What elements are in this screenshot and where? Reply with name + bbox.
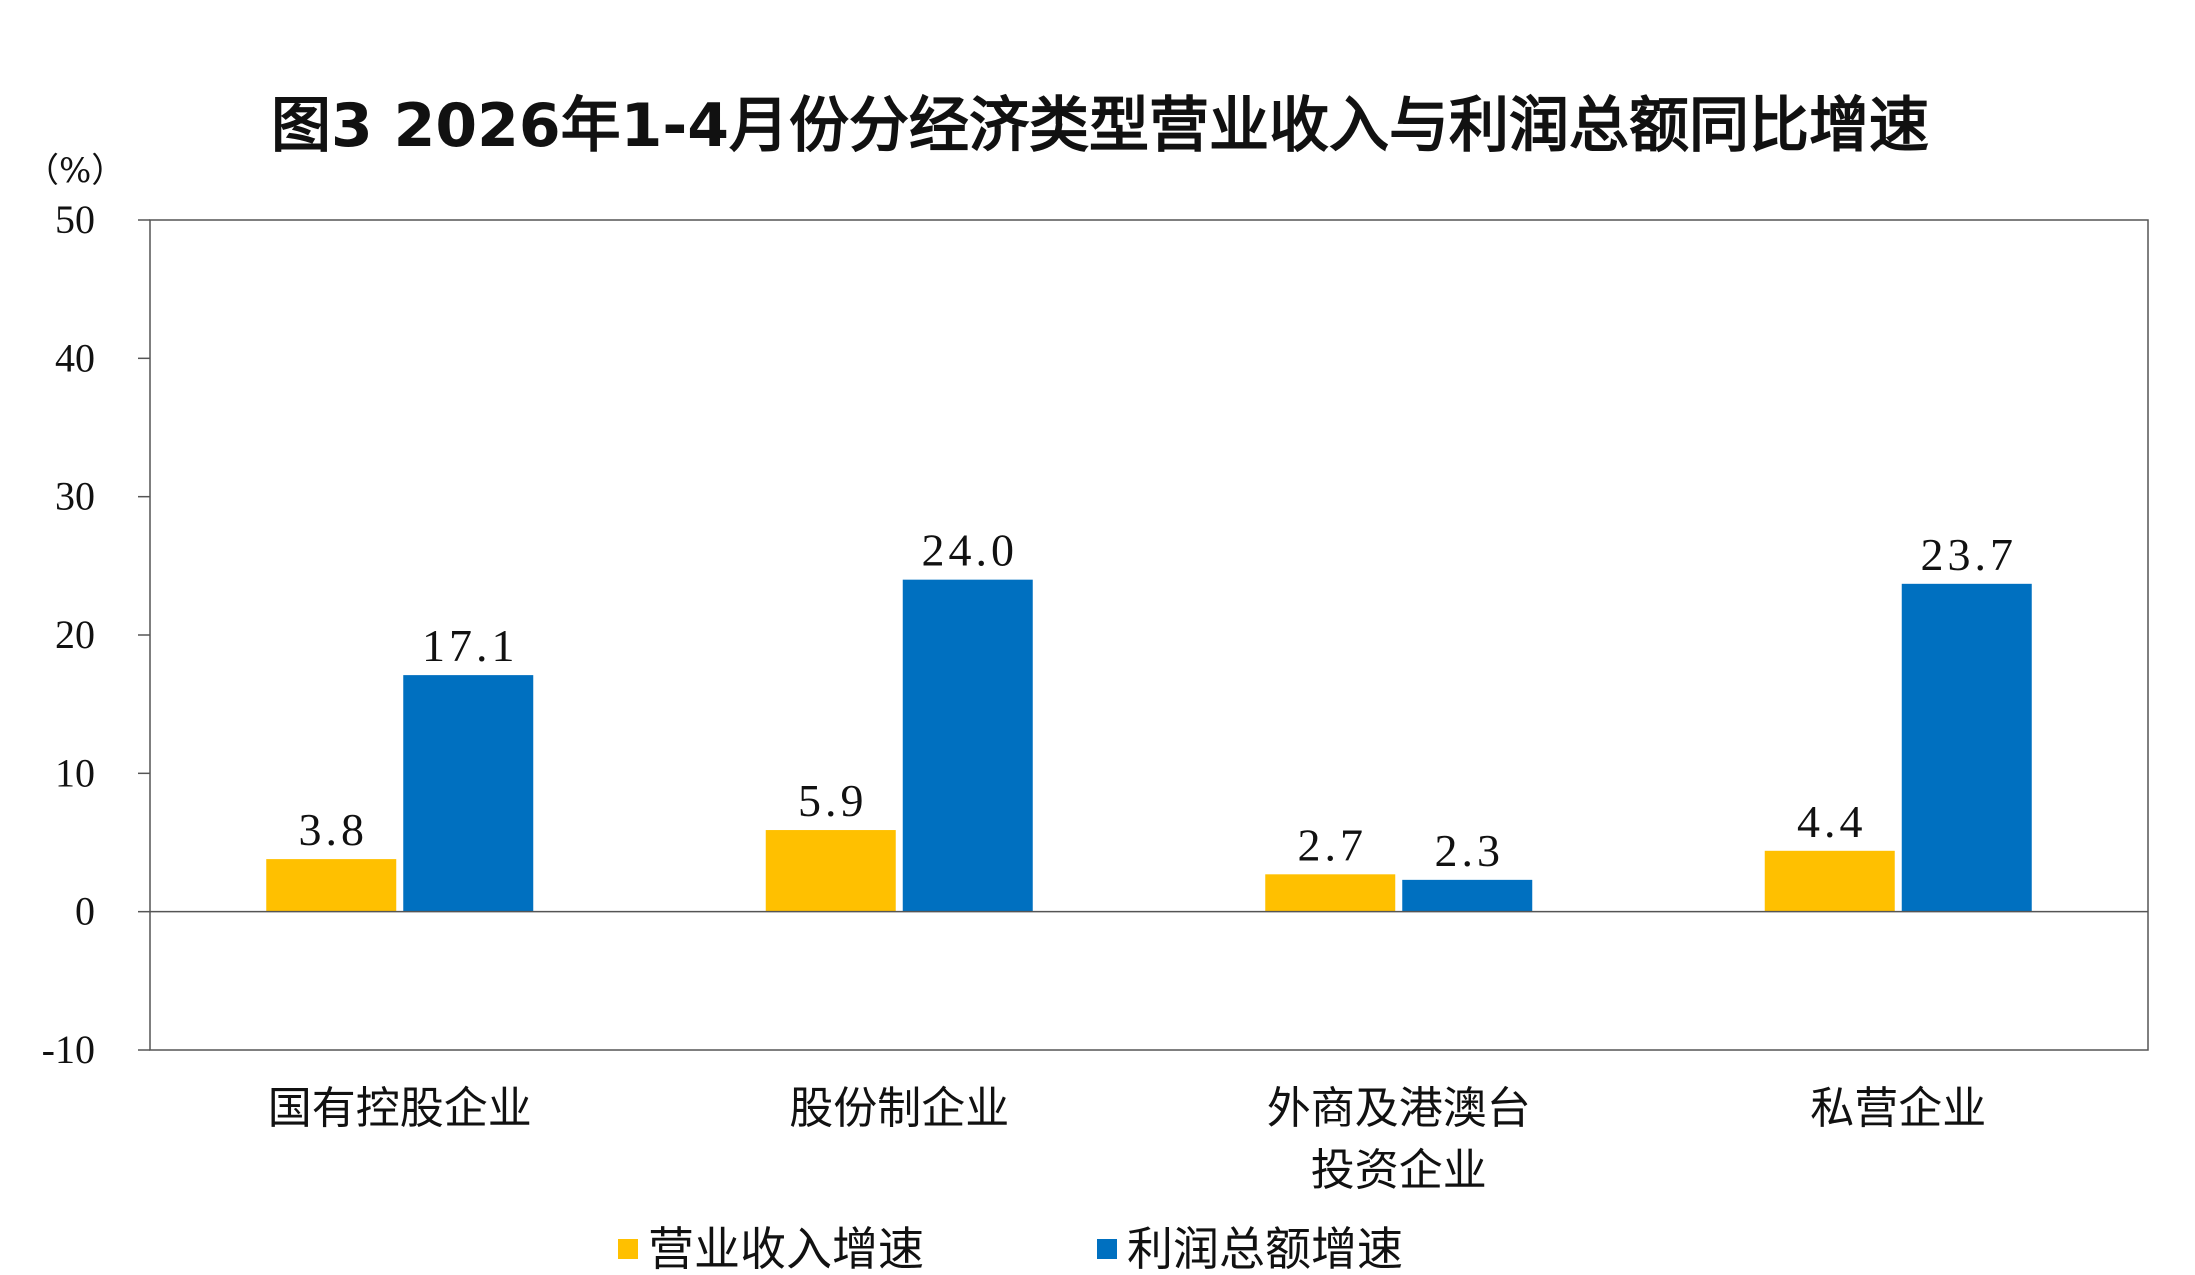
data-label: 23.7 [1921, 529, 2018, 580]
legend: 营业收入增速 利润总额增速 [618, 1222, 1403, 1275]
legend-label-profit: 利润总额增速 [1127, 1222, 1403, 1275]
bar-profit [403, 675, 534, 912]
y-axis: 50 40 30 20 10 0 -10 [42, 197, 150, 1072]
y-tick-label: 20 [55, 612, 95, 657]
data-label: 5.9 [798, 775, 868, 826]
category-label: 私营企业 [1810, 1083, 1986, 1134]
y-tick-label: 40 [55, 335, 95, 380]
y-axis-unit-label: （%） [25, 151, 125, 191]
category-label: 投资企业 [1311, 1145, 1487, 1196]
data-label: 4.4 [1797, 796, 1867, 847]
y-tick-label: 10 [55, 750, 95, 795]
bars-group [266, 579, 2032, 912]
data-label: 2.7 [1298, 819, 1368, 870]
y-tick-label: 0 [75, 889, 95, 934]
bar-profit [1901, 583, 2032, 912]
y-tick-label: 30 [55, 474, 95, 519]
category-label: 国有控股企业 [268, 1083, 532, 1134]
bar-revenue [266, 859, 397, 912]
y-tick-label: -10 [42, 1027, 95, 1072]
bar-profit [902, 579, 1033, 912]
y-tick-label: 50 [55, 197, 95, 242]
data-label: 17.1 [422, 620, 519, 671]
bar-revenue [765, 830, 896, 912]
legend-swatch-profit [1097, 1239, 1117, 1259]
category-label: 外商及港澳台 [1267, 1083, 1531, 1134]
data-label: 3.8 [299, 804, 369, 855]
category-label: 股份制企业 [789, 1083, 1009, 1134]
data-label: 2.3 [1435, 825, 1505, 876]
legend-swatch-revenue [618, 1239, 638, 1259]
chart-title: 图3 2026年1-4月份分经济类型营业收入与利润总额同比增速 [271, 91, 1929, 161]
legend-label-revenue: 营业收入增速 [648, 1222, 924, 1275]
bar-profit [1402, 879, 1533, 912]
bar-revenue [1265, 874, 1396, 912]
bar-revenue [1764, 850, 1895, 912]
data-label: 24.0 [922, 525, 1019, 576]
data-labels-group: 3.8 17.1 5.9 24.0 2.7 2.3 4.4 23.7 [299, 525, 2018, 876]
